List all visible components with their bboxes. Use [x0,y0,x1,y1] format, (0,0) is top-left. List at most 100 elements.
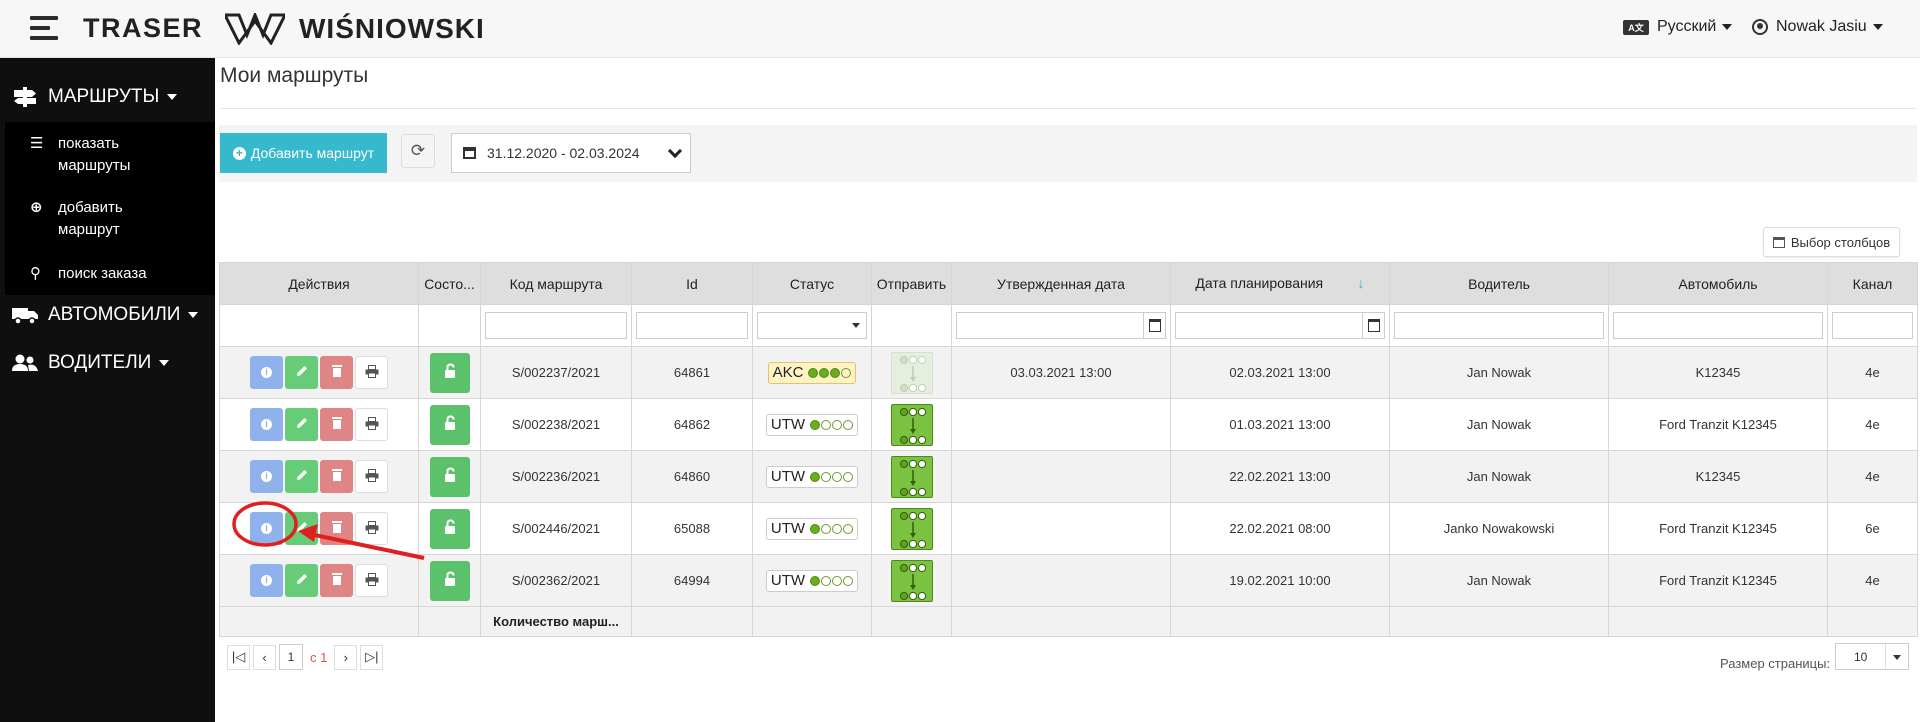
last-page-button[interactable]: ▷| [360,644,384,670]
table-row[interactable]: i S/002238/2021 64862 UTW 01.03.2021 13:00 Ja… [219,398,1918,451]
car-filter-input[interactable] [1613,312,1823,339]
delete-button[interactable] [320,408,353,441]
status-dot [832,419,843,430]
print-button[interactable] [355,460,388,493]
approved-date [951,450,1171,503]
table-row[interactable]: i S/002446/2021 65088 UTW 22.02.2021 08:00 Ja… [219,502,1918,555]
user-menu[interactable]: Nowak Jasiu [1752,18,1883,36]
send-button[interactable] [890,507,933,550]
header-status[interactable]: Статус [752,262,872,305]
send-button[interactable] [890,559,933,602]
sidebar-item-add-route[interactable]: ⊕ добавить маршрут [30,197,168,241]
header-channel[interactable]: Канал [1827,262,1918,305]
sidebar-item-routes[interactable]: МАРШРУТЫ [0,77,215,117]
planned-date-filter-input[interactable] [1175,312,1385,339]
column-select-button[interactable]: Выбор столбцов [1763,227,1900,257]
print-button[interactable] [355,564,388,597]
page-number-input[interactable]: 1 [279,644,303,670]
trash-icon [331,416,343,433]
route-code: S/002236/2021 [480,450,632,503]
header-approved-date[interactable]: Утвержденная дата [951,262,1171,305]
table-row[interactable]: i S/002236/2021 64860 UTW 22.02.2021 13:00 Ja… [219,450,1918,503]
edit-button[interactable] [285,512,318,545]
users-icon [12,354,38,371]
state-cell [418,450,481,503]
language-dropdown[interactable]: A文 Русский [1623,18,1733,36]
pencil-icon [295,364,309,381]
filter-cell [219,304,419,347]
status-dot [843,575,854,586]
header-state[interactable]: Состо... [418,262,481,305]
trash-icon [331,468,343,485]
send-button[interactable] [890,403,933,446]
status-dot [832,471,843,482]
send-button[interactable] [890,351,933,394]
unlock-icon [442,467,458,486]
edit-button[interactable] [285,460,318,493]
edit-button[interactable] [285,564,318,597]
header-code[interactable]: Код маршрута [480,262,632,305]
pencil-icon [295,520,309,537]
info-button[interactable]: i [250,356,283,389]
chevron-down-icon [667,143,683,159]
delete-button[interactable] [320,460,353,493]
calendar-icon[interactable] [1149,319,1161,332]
date-range-value: 31.12.2020 - 02.03.2024 [487,145,640,161]
edit-button[interactable] [285,408,318,441]
header-car[interactable]: Автомобиль [1608,262,1828,305]
sidebar-item-show-routes[interactable]: ☰ показать маршруты [30,133,168,177]
sidebar-item-search-order[interactable]: ⚲ поиск заказа [30,263,147,285]
state-cell [418,398,481,451]
sort-down-icon[interactable]: ↓ [1357,275,1365,292]
id-filter-input[interactable] [636,312,748,339]
sidebar-item-cars[interactable]: АВТОМОБИЛИ [0,295,215,335]
delete-button[interactable] [320,356,353,389]
plus-circle-icon: ⊕ [30,199,43,216]
next-page-button[interactable]: › [334,644,358,670]
channel-filter-input[interactable] [1832,312,1913,339]
hamburger-menu-icon[interactable] [30,16,58,40]
delete-button[interactable] [320,512,353,545]
header-send[interactable]: Отправить [871,262,952,305]
header-planned-date[interactable]: Дата планирования ↓ [1170,262,1390,305]
approved-date-filter-input[interactable] [956,312,1166,339]
edit-button[interactable] [285,356,318,389]
sidebar-item-drivers[interactable]: ВОДИТЕЛИ [0,343,215,383]
unlock-button[interactable] [429,456,470,497]
send-route-icon [892,563,934,606]
planned-date: 19.02.2021 10:00 [1170,554,1390,607]
prev-page-button[interactable]: ‹ [253,644,276,670]
print-button[interactable] [355,408,388,441]
send-button[interactable] [890,455,933,498]
header-id[interactable]: Id [631,262,753,305]
status-filter-select[interactable] [757,312,867,339]
delete-button[interactable] [320,564,353,597]
driver-filter-input[interactable] [1394,312,1604,339]
info-button[interactable]: i [250,512,283,545]
info-button[interactable]: i [250,408,283,441]
unlock-button[interactable] [429,560,470,601]
info-button[interactable]: i [250,460,283,493]
first-page-button[interactable]: |◁ [227,644,250,670]
unlock-button[interactable] [429,404,470,445]
unlock-button[interactable] [429,352,470,393]
approved-date: 03.03.2021 13:00 [951,346,1171,399]
unlock-button[interactable] [429,508,470,549]
print-button[interactable] [355,356,388,389]
info-button[interactable]: i [250,564,283,597]
table-row[interactable]: i S/002362/2021 64994 UTW 19.02.2021 10:00 Ja… [219,554,1918,607]
header-driver[interactable]: Водитель [1389,262,1609,305]
add-route-button[interactable]: + Добавить маршрут [220,133,387,173]
print-button[interactable] [355,512,388,545]
code-filter-input[interactable] [485,312,627,339]
status-dot [810,419,821,430]
status-badge: AKC [767,361,857,384]
page-size-value: 10 [1854,649,1868,664]
unlock-icon [442,571,458,590]
date-range-picker[interactable]: 31.12.2020 - 02.03.2024 [451,133,691,173]
calendar-icon[interactable] [1368,319,1380,332]
refresh-button[interactable]: ⟳ [401,134,435,168]
send-route-icon [892,511,934,554]
table-row[interactable]: i S/002237/2021 64861 AKC 03.03.2021 13:00 02… [219,346,1918,399]
page-size-select[interactable]: 10 [1835,643,1909,670]
